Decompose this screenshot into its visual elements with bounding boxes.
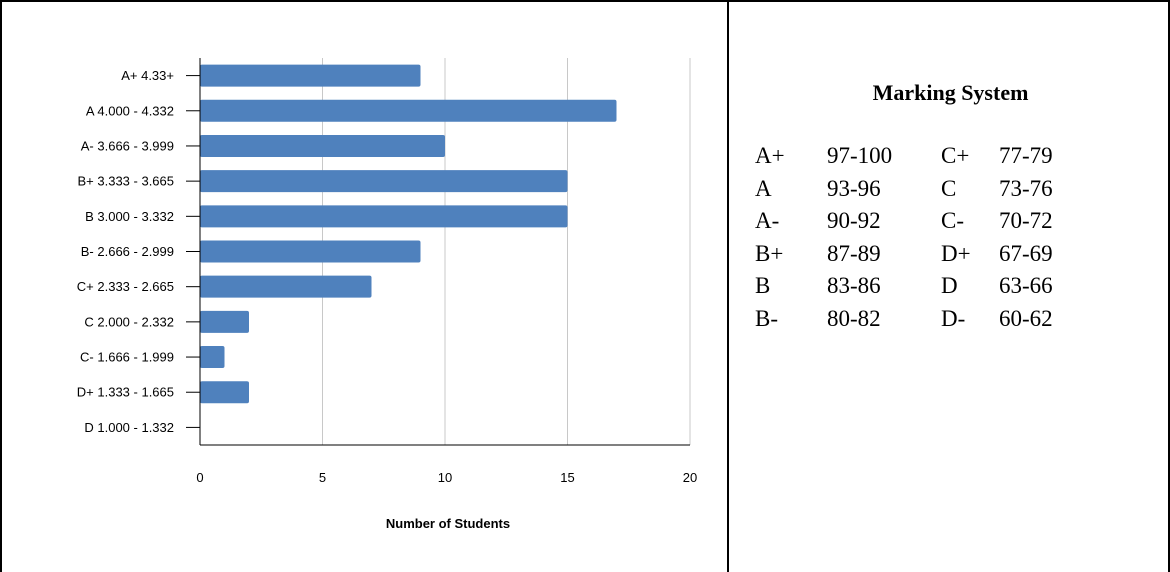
grade-letter: A+ <box>755 143 785 168</box>
grade-range: 80-82 <box>827 305 881 331</box>
x-tick-label: 20 <box>683 470 697 485</box>
bar <box>200 346 225 369</box>
y-tick-label: C- 1.666 - 1.999 <box>80 350 174 365</box>
x-tick-label: 0 <box>196 470 203 485</box>
x-tick-label: 10 <box>438 470 452 485</box>
bar <box>200 275 372 298</box>
grade-letter: C <box>941 175 957 201</box>
chart-panel: 0 5 10 15 20 A+ 4.33+ A 4.000 - 4.332 A- 3.666 … <box>0 0 729 572</box>
x-tick-label: 15 <box>560 470 574 485</box>
grade-letter: D <box>941 273 958 298</box>
y-tick-label: A- 3.666 - 3.999 <box>81 138 174 153</box>
x-axis-title: Number of Students <box>386 516 510 531</box>
grade-letter: B- <box>755 305 778 331</box>
y-tick-label: C+ 2.333 - 2.665 <box>77 279 174 294</box>
grade-range: 67-69 <box>999 240 1053 266</box>
grade-letter: C- <box>941 208 964 233</box>
y-tick-label: B 3.000 - 3.332 <box>85 209 174 224</box>
bar <box>200 64 421 87</box>
y-tick-label: B- 2.666 - 2.999 <box>81 244 174 259</box>
grade-range: 90-92 <box>827 208 881 233</box>
grade-range: 63-66 <box>999 273 1053 298</box>
bar <box>200 310 249 333</box>
y-tick-label: A+ 4.33+ <box>121 68 174 83</box>
grade-range: 73-76 <box>999 175 1053 201</box>
grade-letter: B+ <box>755 240 784 266</box>
x-tick-label: 5 <box>319 470 326 485</box>
bar <box>200 240 421 263</box>
grade-range: 70-72 <box>999 208 1053 233</box>
grade-letter: D+ <box>941 240 971 266</box>
grade-range: 77-79 <box>999 143 1053 168</box>
grade-range: 60-62 <box>999 305 1053 331</box>
bar <box>200 170 568 193</box>
grade-range: 87-89 <box>827 240 881 266</box>
grade-letter: D- <box>941 305 966 331</box>
bar <box>200 134 445 157</box>
grade-range: 97-100 <box>827 143 893 168</box>
bar <box>200 205 568 228</box>
grade-letter: C+ <box>941 143 970 168</box>
y-tick-label: C 2.000 - 2.332 <box>84 314 174 329</box>
bar <box>200 99 617 122</box>
y-tick-label: D+ 1.333 - 1.665 <box>77 385 174 400</box>
grade-range: 83-86 <box>827 273 881 298</box>
grade-letter: A- <box>755 208 780 233</box>
y-tick-label: D 1.000 - 1.332 <box>84 420 174 435</box>
marking-system-panel: Marking System A+ 97-100 C+ 77-79 A 93-96 C 73-… <box>727 0 1170 572</box>
grade-range: 93-96 <box>827 175 881 201</box>
marking-system-table: A+ 97-100 C+ 77-79 A 93-96 C 73-76 A- 90-92 C- 70-7… <box>755 142 1099 337</box>
grade-distribution-chart: 0 5 10 15 20 A+ 4.33+ A 4.000 - 4.332 A- 3.666 … <box>77 58 697 531</box>
bar <box>200 381 249 404</box>
grade-letter: B <box>755 273 771 298</box>
marking-system-title: Marking System <box>872 80 1029 105</box>
y-tick-label: B+ 3.333 - 3.665 <box>78 174 175 189</box>
y-tick-label: A 4.000 - 4.332 <box>86 103 174 118</box>
grade-letter: A <box>755 175 772 201</box>
